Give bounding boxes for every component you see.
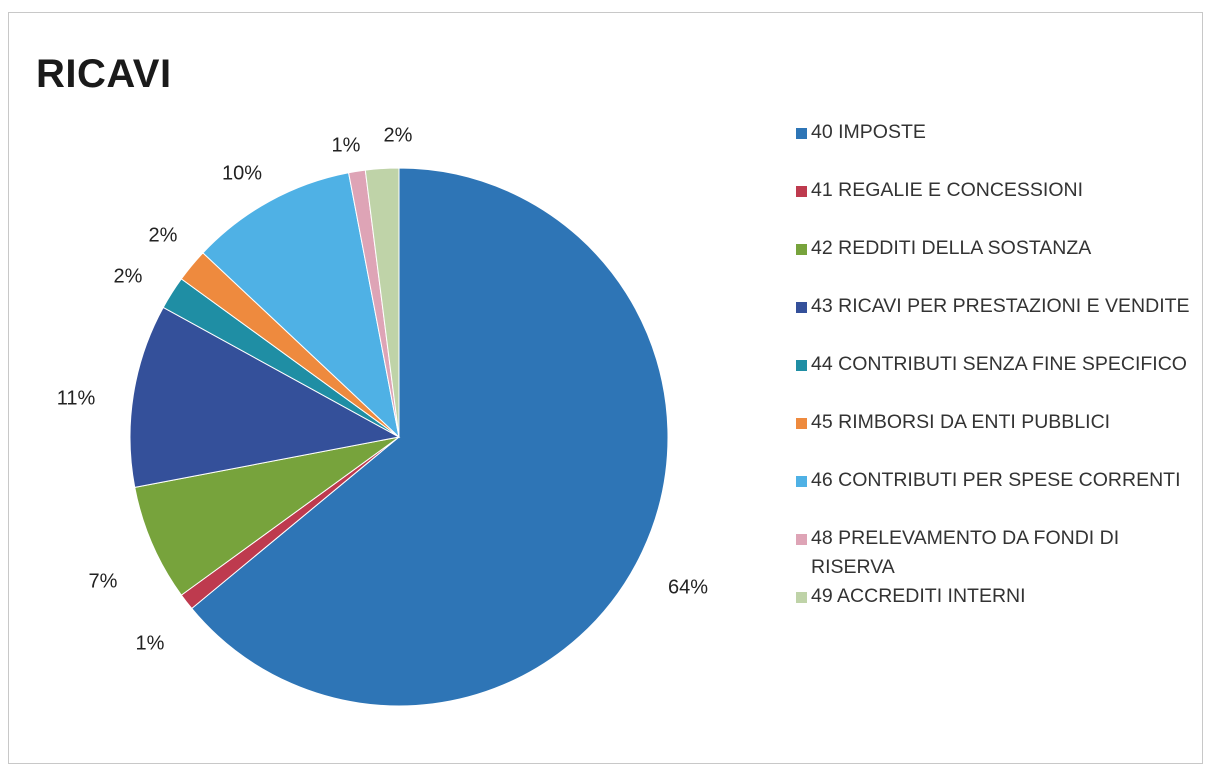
legend-label: 42 REDDITI DELLA SOSTANZA <box>811 237 1092 259</box>
data-label-48: 1% <box>332 134 361 156</box>
legend-item-45: 45 RIMBORSI DA ENTI PUBBLICI <box>796 411 1196 437</box>
pie-slice-46 <box>202 172 400 439</box>
legend-swatch <box>796 418 807 429</box>
legend-label: 44 CONTRIBUTI SENZA FINE SPECIFICO <box>811 353 1187 375</box>
data-label-44: 2% <box>114 265 143 287</box>
pie-slice-43 <box>129 306 401 488</box>
pie-slice-49 <box>364 167 400 438</box>
legend-label: 46 CONTRIBUTI PER SPESE CORRENTI <box>811 469 1181 491</box>
legend-swatch <box>796 244 807 255</box>
legend-label: 48 PRELEVAMENTO DA FONDI DI RISERVA <box>811 527 1120 578</box>
legend-label: 43 RICAVI PER PRESTAZIONI E VENDITE <box>811 295 1190 317</box>
legend-swatch <box>796 360 807 371</box>
legend-label: 41 REGALIE E CONCESSIONI <box>811 179 1084 201</box>
data-label-40: 64% <box>668 576 708 598</box>
legend-label: 45 RIMBORSI DA ENTI PUBBLICI <box>811 411 1111 433</box>
legend-swatch <box>796 186 807 197</box>
data-label-43: 11% <box>57 387 96 409</box>
data-label-41: 1% <box>136 632 165 654</box>
legend-swatch <box>796 128 807 139</box>
legend-swatch <box>796 476 807 487</box>
legend-item-46: 46 CONTRIBUTI PER SPESE CORRENTI <box>796 469 1196 495</box>
legend-label: 40 IMPOSTE <box>811 121 926 143</box>
legend-item-48: 48 PRELEVAMENTO DA FONDI DI RISERVA <box>796 527 1196 582</box>
legend-swatch <box>796 592 807 603</box>
legend-item-43: 43 RICAVI PER PRESTAZIONI E VENDITE <box>796 295 1196 321</box>
legend-item-49: 49 ACCREDITI INTERNI <box>796 585 1196 611</box>
data-label-49: 2% <box>384 124 413 146</box>
legend-item-44: 44 CONTRIBUTI SENZA FINE SPECIFICO <box>796 353 1196 379</box>
legend-swatch <box>796 302 807 313</box>
data-label-46: 10% <box>222 162 262 184</box>
data-label-45: 2% <box>149 224 178 246</box>
legend-swatch <box>796 534 807 545</box>
legend-item-41: 41 REGALIE E CONCESSIONI <box>796 179 1196 205</box>
chart-title: RICAVI <box>36 52 172 96</box>
pie-slice-42 <box>134 436 400 596</box>
pie-slice-40 <box>191 167 669 707</box>
data-label-42: 7% <box>89 570 118 592</box>
legend-label: 49 ACCREDITI INTERNI <box>811 585 1026 607</box>
legend-item-40: 40 IMPOSTE <box>796 121 1196 147</box>
legend-item-42: 42 REDDITI DELLA SOSTANZA <box>796 237 1196 263</box>
